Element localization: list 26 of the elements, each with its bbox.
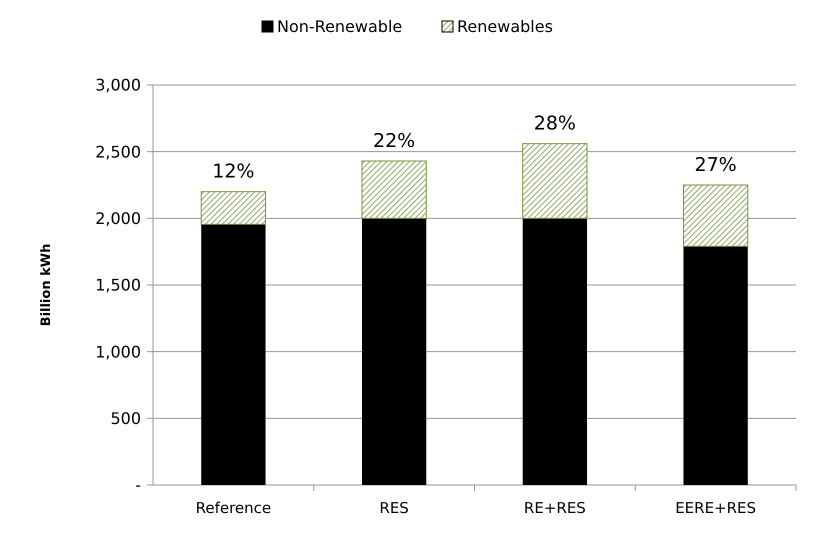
bar <box>682 184 748 247</box>
x-tick-label: RE+RES <box>524 499 586 517</box>
x-tick-label: RES <box>379 499 409 517</box>
y-axis-title: Billion kWh <box>39 244 54 326</box>
legend-label: Renewables <box>457 17 553 36</box>
bar <box>361 160 427 219</box>
annotation: 28% <box>534 112 576 135</box>
bar <box>201 224 266 485</box>
annotation: 27% <box>694 154 737 176</box>
bar <box>522 143 588 219</box>
y-tick-label: 2,000 <box>95 208 141 228</box>
y-tick-label: - <box>135 476 141 495</box>
x-tick-label: EERE+RES <box>675 499 756 517</box>
bar <box>362 218 426 485</box>
y-tick-label: 1,500 <box>95 276 141 295</box>
x-tick-label: Reference <box>196 499 272 517</box>
bar <box>522 218 588 485</box>
y-tick-label: 2,500 <box>95 142 141 162</box>
annotation: 22% <box>373 130 416 152</box>
y-tick-label: 3,000 <box>95 76 141 95</box>
y-tick-label: 500 <box>110 408 141 428</box>
annotation: 12% <box>212 160 254 183</box>
bar <box>683 246 748 485</box>
bar <box>200 191 266 225</box>
legend-label: Non-Renewable <box>277 17 402 36</box>
y-tick-label: 1,000 <box>95 342 141 362</box>
